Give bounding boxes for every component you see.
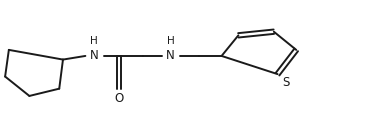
Text: O: O — [114, 92, 124, 105]
Text: N: N — [89, 49, 98, 62]
Text: S: S — [282, 76, 290, 89]
Text: N: N — [166, 49, 175, 62]
Text: H: H — [90, 36, 98, 46]
Text: H: H — [167, 36, 174, 46]
